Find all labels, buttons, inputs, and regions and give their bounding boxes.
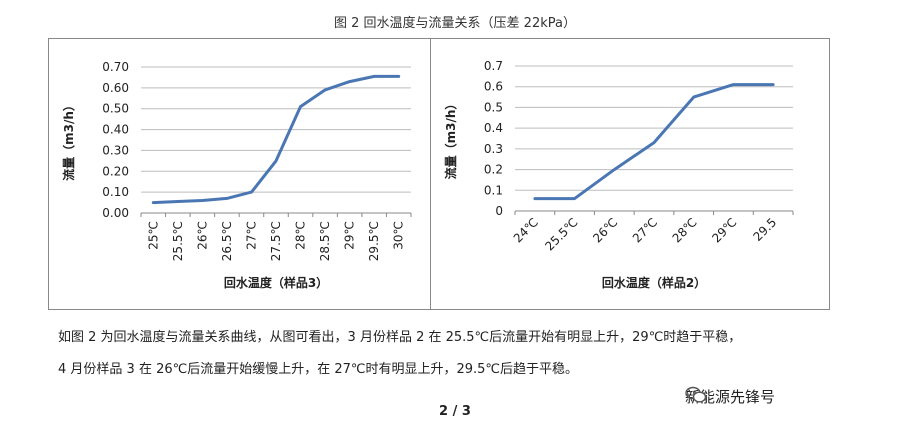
page-number: 2 / 3 [439, 404, 471, 419]
chart-sample3: 0.70 0.60 0.50 0.40 0.30 0.20 0.10 0.00 25℃ 25.5℃… [61, 60, 412, 290]
x-tick-label: 28℃ [670, 215, 700, 245]
y-axis-title: 流量（m3/h） [61, 99, 76, 181]
x-tick-label: 29.5 [750, 215, 779, 244]
x-tick-label: 29℃ [343, 221, 357, 250]
x-tick-label: 27.5℃ [269, 221, 283, 261]
x-tick-label: 29.5℃ [367, 221, 381, 261]
y-tick-label: 0.60 [102, 81, 129, 95]
x-tick-label: 27℃ [244, 221, 258, 250]
y-tick-label: 0.70 [102, 60, 129, 74]
y-tick-label: 0.20 [102, 164, 129, 178]
x-tick-label: 26℃ [195, 221, 209, 250]
x-axis-title: 回水温度（样品2） [602, 275, 706, 290]
y-tick-label: 0.2 [484, 163, 503, 177]
x-tick-label: 26.5℃ [220, 221, 234, 261]
y-axis-title: 流量（m3/h） [443, 98, 458, 180]
x-tick-label: 28.5℃ [318, 221, 332, 261]
y-tick-label: 0.10 [102, 185, 129, 199]
wechat-icon [685, 386, 707, 403]
x-tick-label: 26℃ [590, 215, 620, 245]
y-tick-label: 0.6 [484, 80, 503, 94]
x-tick-label: 25.5℃ [542, 215, 580, 253]
x-tick-label: 29℃ [709, 215, 739, 245]
y-tick-label: 0.5 [484, 100, 503, 114]
y-tick-label: 0.30 [102, 143, 129, 157]
y-tick-label: 0.40 [102, 123, 129, 137]
x-tick-label: 25℃ [146, 221, 160, 250]
series-line [533, 83, 775, 201]
x-tick-label: 25.5℃ [171, 221, 185, 261]
x-tick-label: 28℃ [294, 221, 308, 250]
series-line [151, 74, 401, 205]
y-tick-label: 0.3 [484, 142, 503, 156]
y-tick-label: 0.00 [102, 206, 129, 220]
y-tick-label: 0.1 [484, 183, 503, 197]
chart-sample2: 0.7 0.6 0.5 0.4 0.3 0.2 0.1 0 24℃ 25.5℃ 26℃ 27℃ 28℃ 2… [443, 59, 794, 290]
paragraph-2: 4 月份样品 3 在 26℃后流量开始缓慢上升，在 27℃时有明显上升，29.5… [58, 362, 579, 377]
y-tick-label: 0.7 [484, 59, 503, 73]
x-tick-label: 27℃ [630, 215, 660, 245]
x-tick-label: 24℃ [511, 215, 541, 245]
y-tick-label: 0 [495, 204, 503, 218]
y-tick-label: 0.50 [102, 102, 129, 116]
chart-panel-sample2: 0.7 0.6 0.5 0.4 0.3 0.2 0.1 0 24℃ 25.5℃ 26℃ 27℃ 28℃ 2… [430, 38, 830, 310]
figure-title: 图 2 回水温度与流量关系（压差 22kPa） [334, 16, 576, 31]
x-tick-label: 30℃ [392, 221, 406, 250]
y-tick-label: 0.4 [484, 121, 503, 135]
chart-panel-sample3: 0.70 0.60 0.50 0.40 0.30 0.20 0.10 0.00 25℃ 25.5℃… [48, 38, 431, 310]
x-axis-title: 回水温度（样品3） [224, 275, 328, 290]
watermark-text: 新能源先锋号 [685, 388, 776, 406]
paragraph-1: 如图 2 为回水温度与流量关系曲线，从图可看出，3 月份样品 2 在 25.5℃… [58, 330, 742, 345]
watermark: 新能源先锋号 [685, 386, 775, 407]
